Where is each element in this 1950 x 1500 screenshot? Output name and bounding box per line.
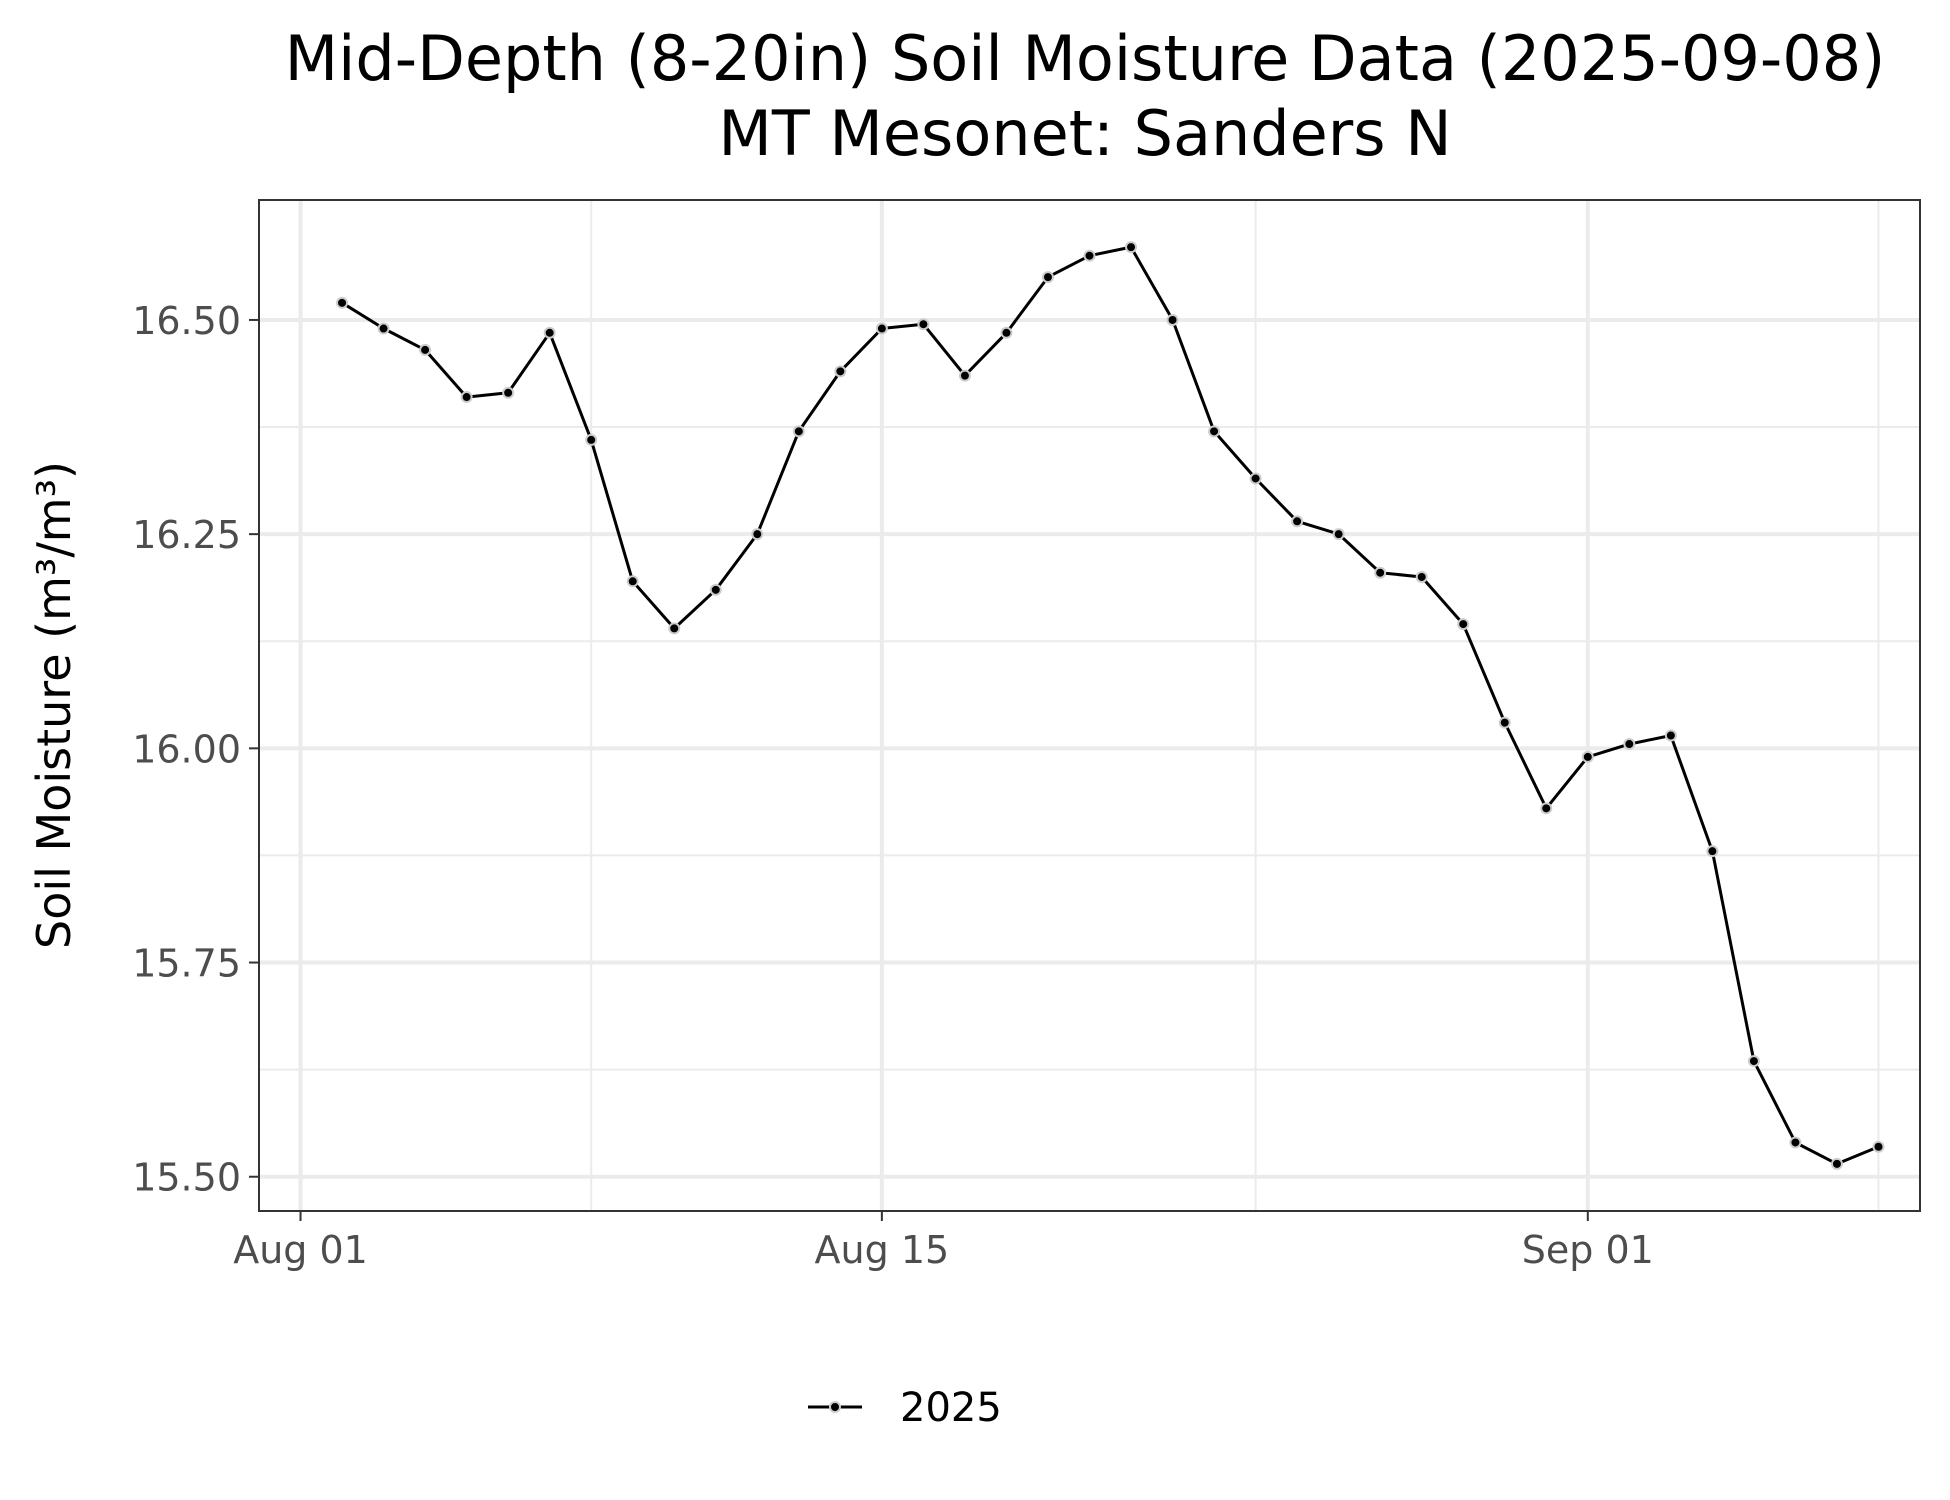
legend-label-2025: 2025 (900, 1385, 1002, 1431)
data-point (1041, 271, 1054, 284)
data-point (1291, 515, 1304, 528)
minor-gridlines (259, 200, 1920, 1211)
data-point (1498, 716, 1511, 729)
data-point (1581, 750, 1594, 763)
y-tick-label: 15.50 (132, 1156, 241, 1200)
data-point (502, 386, 515, 399)
data-point (1332, 528, 1345, 541)
plot-background (259, 200, 1920, 1211)
x-tick-label: Aug 15 (815, 1228, 950, 1272)
chart-title: Mid-Depth (8-20in) Soil Moisture Data (2… (285, 22, 1886, 95)
y-axis-label: Soil Moisture (m³/m³) (27, 461, 81, 949)
data-point (460, 391, 473, 404)
y-tick-label: 16.25 (132, 513, 241, 557)
plot-panel (258, 199, 1921, 1212)
series-line-2025 (341, 245, 1880, 1166)
data-point (585, 433, 598, 446)
data-point (543, 326, 556, 339)
data-point (377, 322, 390, 335)
x-axis: Aug 01 Aug 15 Sep 01 (233, 1211, 1654, 1272)
y-tick-label: 15.75 (132, 942, 241, 986)
plot-border (258, 199, 1921, 1212)
data-point (1000, 326, 1013, 339)
data-point (834, 365, 847, 378)
y-axis: 15.50 15.75 16.00 16.25 16.50 (132, 299, 259, 1200)
data-point (1872, 1140, 1885, 1153)
major-gridlines (259, 200, 1920, 1211)
legend-key-point (829, 1401, 841, 1413)
data-point (958, 369, 971, 382)
data-point (1166, 313, 1179, 326)
chart-subtitle: MT Mesonet: Sanders N (718, 97, 1451, 170)
data-point (792, 425, 805, 438)
data-point (917, 318, 930, 331)
series-layer (336, 241, 1885, 1170)
data-point (1457, 618, 1470, 631)
data-point (1208, 425, 1221, 438)
data-point (751, 528, 764, 541)
x-tick-label: Sep 01 (1522, 1228, 1654, 1272)
data-point (419, 343, 432, 356)
data-point (1249, 472, 1262, 485)
data-point (1664, 729, 1677, 742)
data-point (1623, 738, 1636, 751)
data-point (1083, 249, 1096, 262)
data-point (336, 296, 349, 309)
data-point (1374, 566, 1387, 579)
data-point (1789, 1136, 1802, 1149)
legend: 2025 (808, 1385, 1002, 1431)
x-tick-label: Aug 01 (233, 1228, 368, 1272)
data-point (1747, 1055, 1760, 1068)
data-point (626, 575, 639, 588)
data-point (1540, 802, 1553, 815)
data-point (668, 622, 681, 635)
data-point (1125, 241, 1138, 254)
data-point (1830, 1157, 1843, 1170)
y-tick-label: 16.00 (132, 727, 241, 771)
data-point (1415, 570, 1428, 583)
data-point (709, 583, 722, 596)
y-tick-label: 16.50 (132, 299, 241, 343)
data-point (875, 322, 888, 335)
data-point (1706, 845, 1719, 858)
